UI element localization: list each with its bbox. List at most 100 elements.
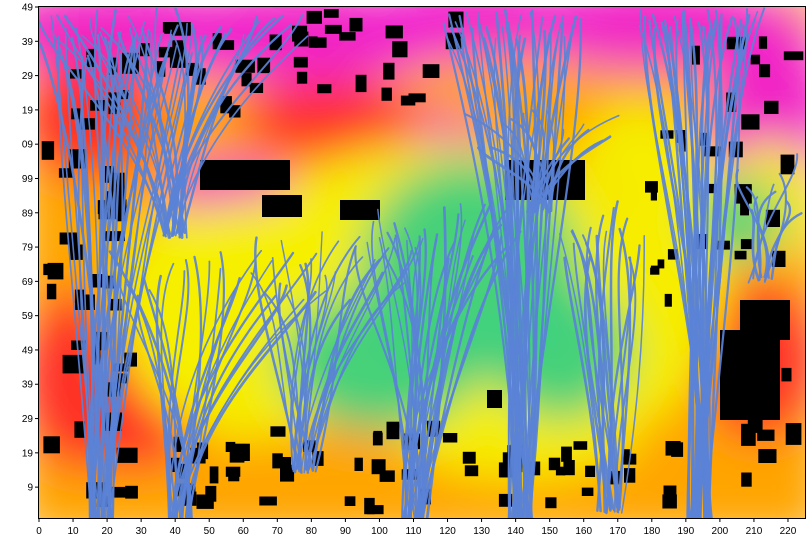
streamline (526, 137, 571, 213)
building (270, 426, 286, 437)
building (339, 32, 356, 41)
building (386, 421, 400, 440)
x-tick-label: 30 (136, 526, 148, 537)
building (379, 470, 395, 482)
streamline (585, 242, 606, 512)
building (383, 62, 395, 80)
y-tick-label: 99 (22, 174, 34, 185)
building (225, 441, 236, 452)
streamline (303, 256, 364, 474)
streamline (559, 233, 602, 509)
building (758, 36, 768, 49)
streamline (108, 55, 182, 518)
streamline (171, 27, 233, 237)
building (43, 263, 53, 276)
building (71, 340, 86, 350)
building (349, 17, 363, 32)
streamline (620, 235, 645, 514)
y-tick-label: 49 (22, 3, 34, 14)
building (293, 56, 308, 68)
streamline (56, 14, 166, 236)
streamline (174, 290, 236, 518)
building (563, 460, 575, 476)
building (741, 114, 760, 130)
building (269, 34, 282, 51)
building (164, 24, 183, 34)
building (781, 367, 792, 382)
building (545, 497, 557, 509)
streamline (414, 235, 503, 518)
building (657, 259, 665, 269)
building (442, 433, 458, 443)
building (667, 249, 678, 260)
building-block (487, 390, 502, 408)
y-tick-label: 29 (22, 71, 34, 82)
streamline (305, 247, 390, 471)
building (664, 293, 672, 307)
building (780, 154, 795, 175)
x-tick-label: 80 (306, 526, 318, 537)
streamline (419, 230, 522, 518)
building (464, 465, 479, 477)
streamline (186, 294, 277, 518)
streamline (595, 234, 620, 511)
streamline (540, 135, 612, 213)
building (555, 466, 566, 476)
building (140, 43, 150, 57)
building (759, 64, 771, 78)
streamline (763, 172, 787, 282)
building (355, 74, 367, 93)
building (581, 487, 594, 496)
streamline (90, 44, 178, 518)
streamline (99, 31, 167, 234)
streamline (607, 244, 641, 512)
building (392, 41, 408, 58)
building (704, 146, 721, 157)
building (125, 485, 138, 499)
streamline (605, 256, 632, 514)
y-tick-label: 19 (22, 105, 34, 116)
y-tick-label: 19 (22, 448, 34, 459)
x-tick-label: 200 (712, 526, 729, 537)
building (308, 36, 318, 48)
y-tick-label: 09 (22, 140, 34, 151)
building (280, 464, 295, 482)
streamline (689, 7, 766, 518)
building (372, 432, 383, 446)
building (306, 10, 322, 24)
y-tick-label: 29 (22, 414, 34, 425)
x-tick-label: 130 (473, 526, 490, 537)
building (317, 84, 332, 94)
building (303, 440, 316, 452)
streamline (92, 52, 169, 518)
building (691, 45, 700, 65)
x-tick-label: 140 (507, 526, 524, 537)
x-tick-label: 20 (102, 526, 114, 537)
streamline (515, 38, 530, 518)
building (354, 457, 363, 471)
streamline (164, 14, 285, 234)
streamline (312, 237, 396, 470)
building (292, 25, 308, 42)
building (205, 485, 217, 502)
building (229, 105, 241, 118)
streamline (180, 255, 203, 518)
x-tick-label: 160 (575, 526, 592, 537)
building (111, 486, 126, 498)
x-tick-label: 60 (238, 526, 250, 537)
streamline (530, 139, 604, 213)
building (783, 51, 804, 61)
streamline (597, 206, 615, 511)
building (750, 54, 761, 65)
streamline (752, 153, 799, 280)
building (209, 466, 219, 484)
y-tick-label: 39 (22, 380, 34, 391)
building (741, 423, 756, 446)
streamline (501, 26, 528, 518)
building (41, 141, 55, 160)
building-block (262, 195, 302, 217)
building-block (740, 300, 790, 340)
streamline (522, 23, 575, 518)
streamline (509, 37, 527, 518)
streamline (518, 15, 578, 518)
